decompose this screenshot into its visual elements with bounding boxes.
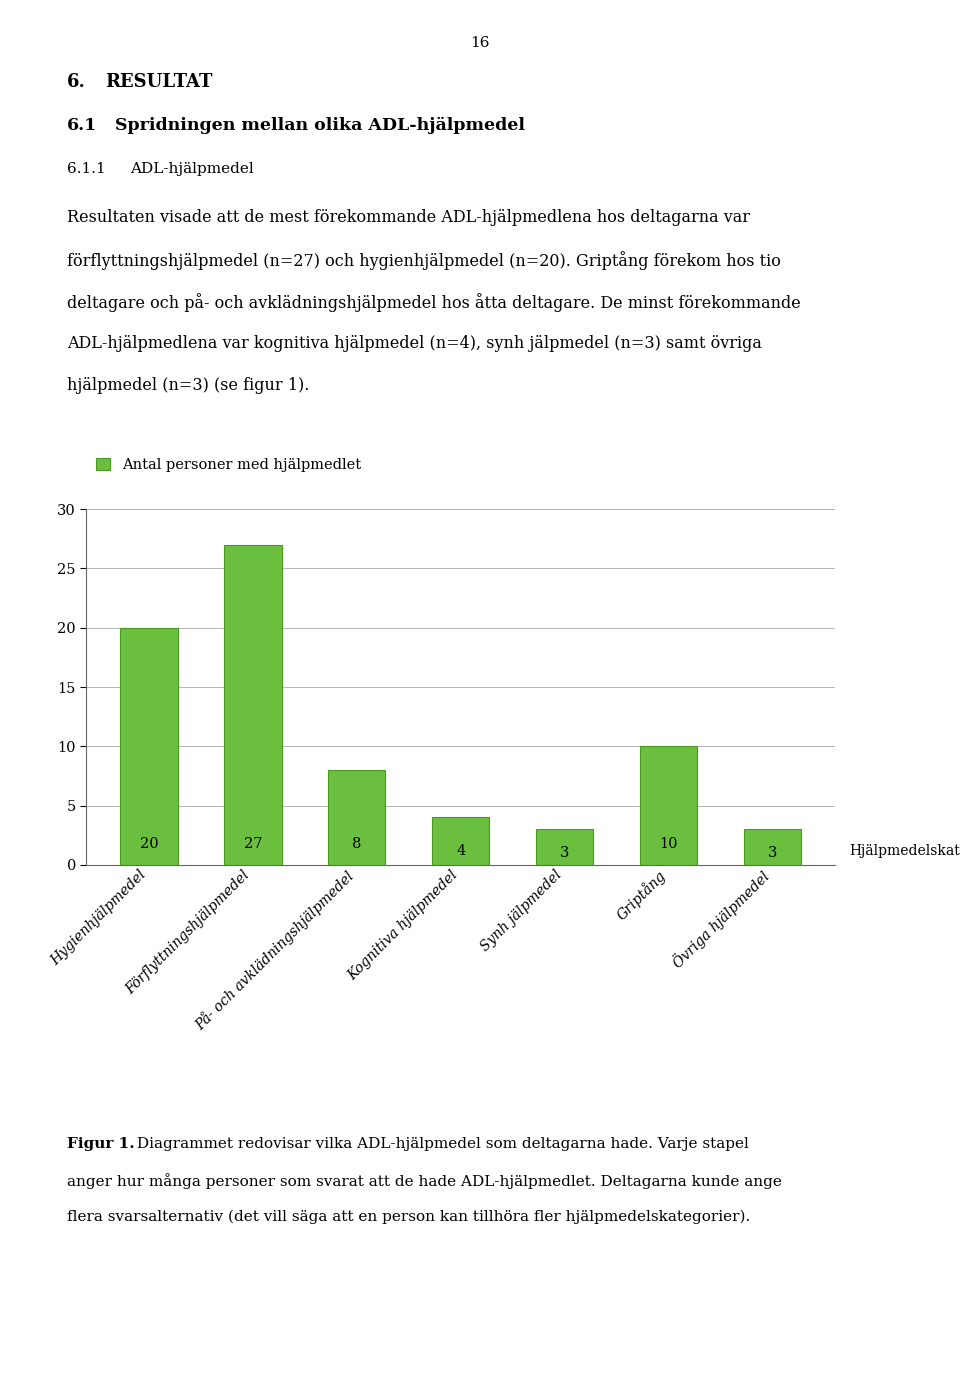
Bar bbox=[225, 544, 281, 865]
Text: 6.1.1: 6.1.1 bbox=[67, 162, 106, 176]
Text: Spridningen mellan olika ADL-hjälpmedel: Spridningen mellan olika ADL-hjälpmedel bbox=[115, 117, 525, 134]
Text: anger hur många personer som svarat att de hade ADL-hjälpmedlet. Deltagarna kund: anger hur många personer som svarat att … bbox=[67, 1173, 782, 1189]
Text: 8: 8 bbox=[352, 837, 362, 851]
Bar bbox=[744, 829, 802, 865]
Text: ADL-hjälpmedel: ADL-hjälpmedel bbox=[130, 162, 253, 176]
Text: 6.1: 6.1 bbox=[67, 117, 98, 134]
Text: RESULTAT: RESULTAT bbox=[106, 73, 213, 91]
Text: Hjälpmedelskategori: Hjälpmedelskategori bbox=[850, 844, 960, 858]
Text: 6.: 6. bbox=[67, 73, 86, 91]
Text: ADL-hjälpmedlena var kognitiva hjälpmedel (n=4), synh jälpmedel (n=3) samt övrig: ADL-hjälpmedlena var kognitiva hjälpmede… bbox=[67, 335, 762, 352]
Text: deltagare och på- och avklädningshjälpmedel hos åtta deltagare. De minst förekom: deltagare och på- och avklädningshjälpme… bbox=[67, 293, 801, 312]
Bar bbox=[536, 829, 593, 865]
Text: 3: 3 bbox=[768, 845, 778, 859]
Bar bbox=[328, 770, 386, 865]
Text: Resultaten visade att de mest förekommande ADL-hjälpmedlena hos deltagarna var: Resultaten visade att de mest förekomman… bbox=[67, 209, 750, 226]
Text: Figur 1.: Figur 1. bbox=[67, 1137, 134, 1151]
Text: 27: 27 bbox=[244, 837, 262, 851]
Text: 3: 3 bbox=[560, 845, 569, 859]
Text: 4: 4 bbox=[456, 844, 466, 858]
Text: förflyttningshjälpmedel (n=27) och hygienhjälpmedel (n=20). Griptång förekom hos: förflyttningshjälpmedel (n=27) och hygie… bbox=[67, 251, 781, 271]
Bar bbox=[640, 746, 697, 865]
Text: flera svarsalternativ (det vill säga att en person kan tillhöra fler hjälpmedels: flera svarsalternativ (det vill säga att… bbox=[67, 1209, 751, 1223]
Text: Diagrammet redovisar vilka ADL-hjälpmedel som deltagarna hade. Varje stapel: Diagrammet redovisar vilka ADL-hjälpmede… bbox=[132, 1137, 750, 1151]
Text: 10: 10 bbox=[660, 837, 678, 851]
Text: 16: 16 bbox=[470, 36, 490, 50]
Bar bbox=[120, 628, 178, 865]
Bar bbox=[432, 817, 490, 865]
Text: 20: 20 bbox=[140, 837, 158, 851]
Legend: Antal personer med hjälpmedlet: Antal personer med hjälpmedlet bbox=[90, 452, 367, 478]
Text: hjälpmedel (n=3) (se figur 1).: hjälpmedel (n=3) (se figur 1). bbox=[67, 377, 309, 393]
